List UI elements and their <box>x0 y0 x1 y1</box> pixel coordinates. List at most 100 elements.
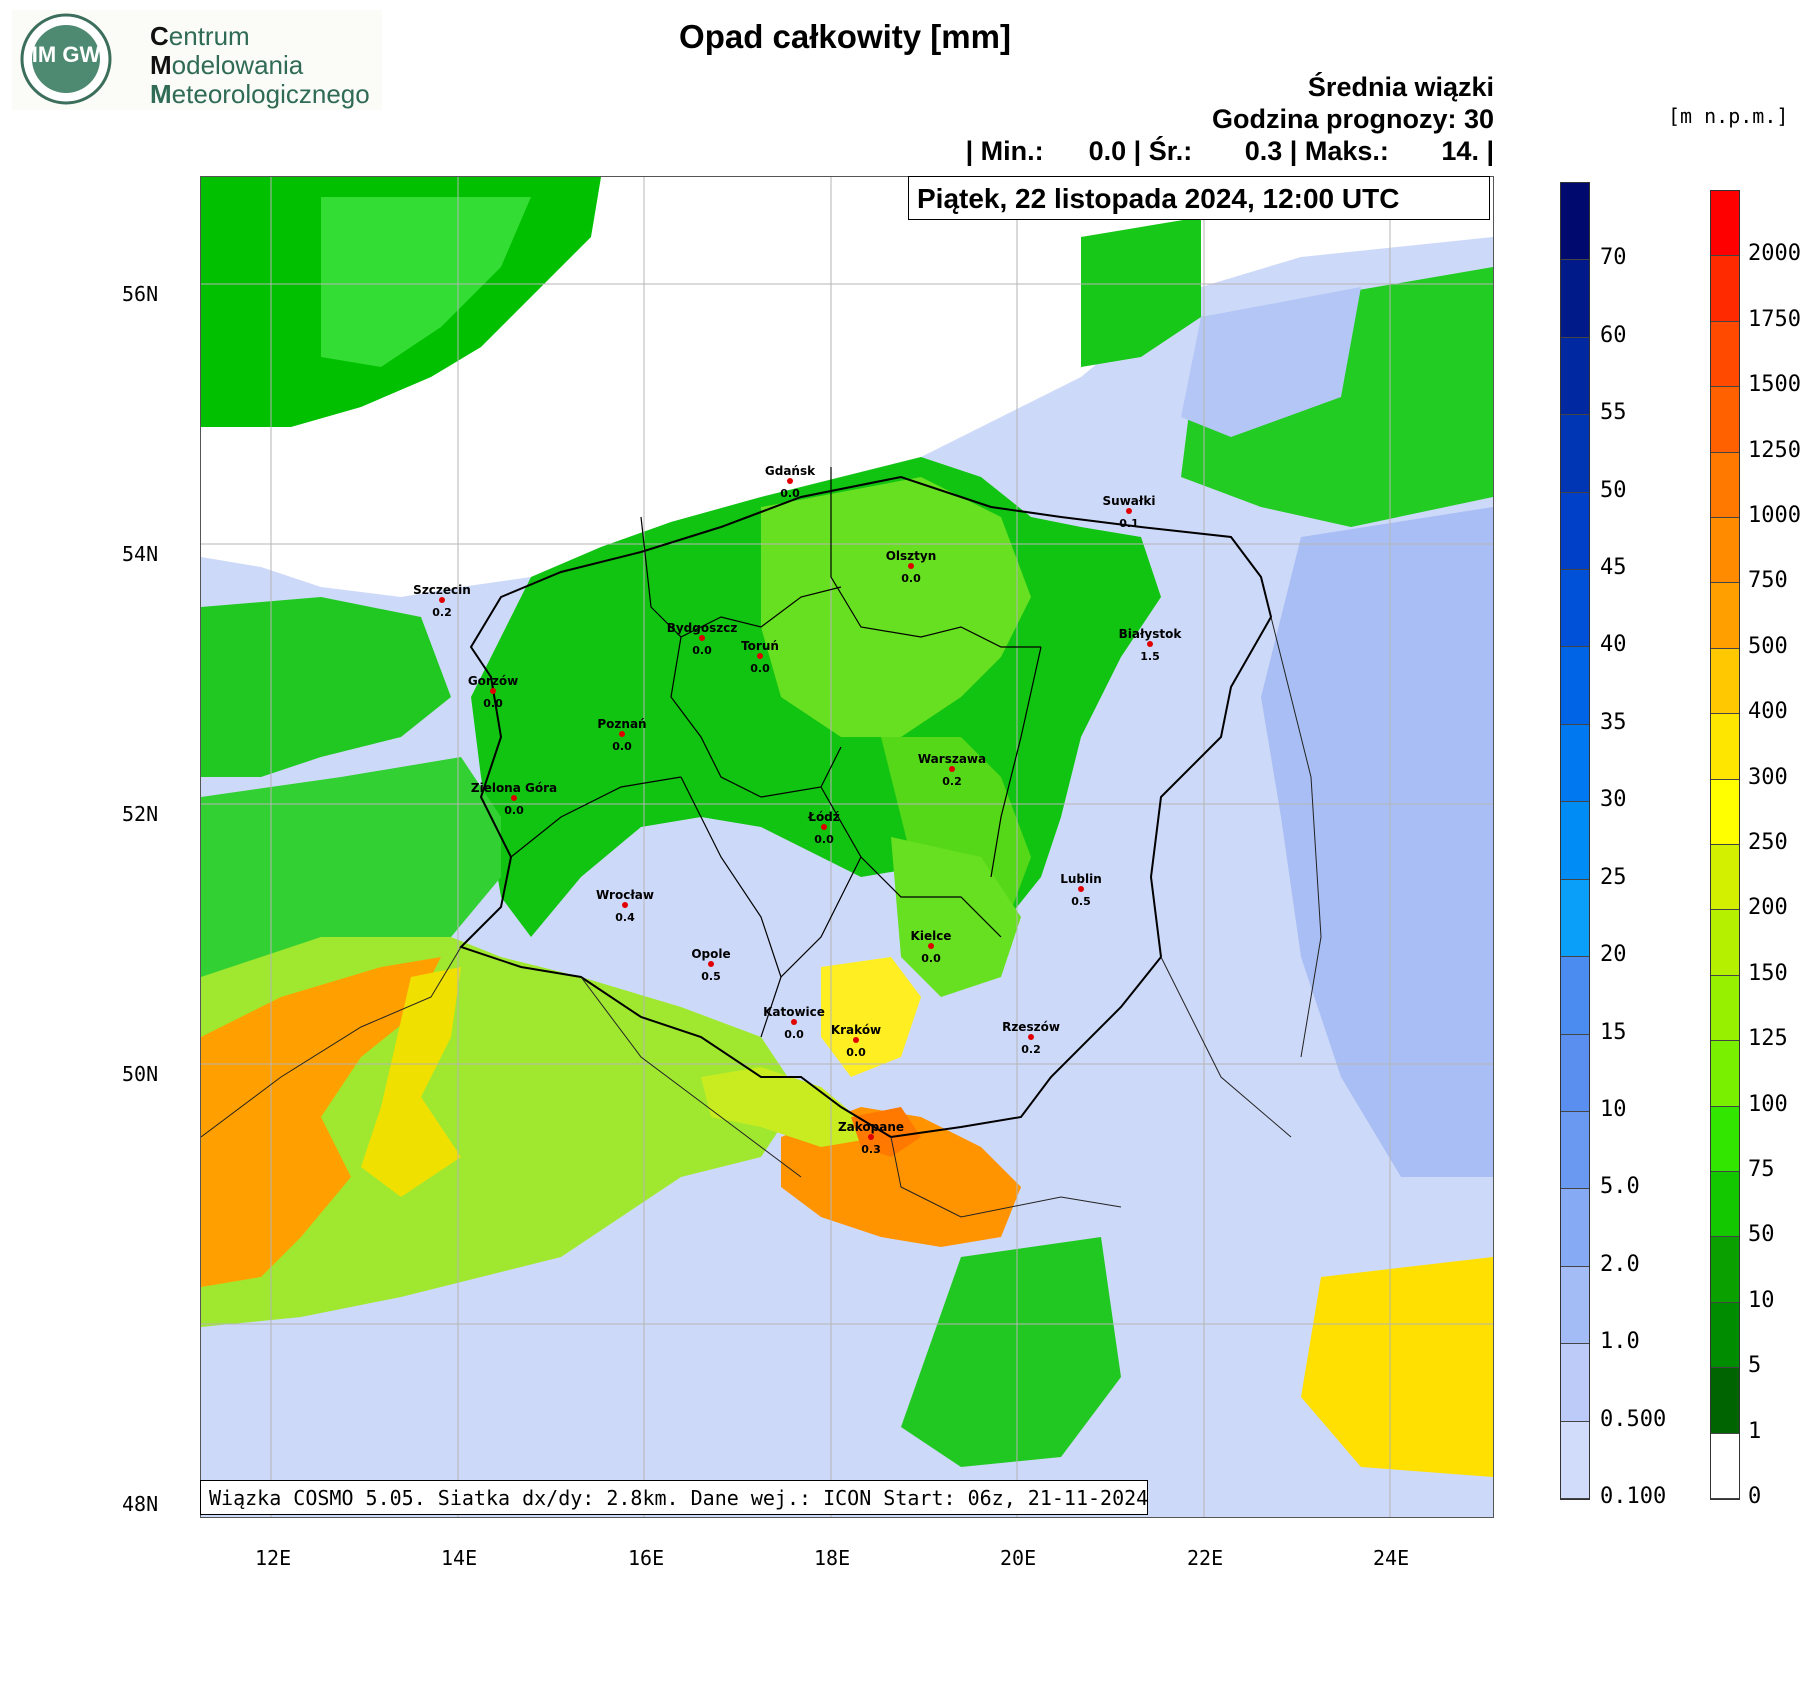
city-name: Kraków <box>831 1023 881 1037</box>
precip-scale-label: 50 <box>1600 477 1627 503</box>
city-dot <box>908 563 914 569</box>
height-scale-label: 200 <box>1748 895 1788 921</box>
precip-scale-label: 1.0 <box>1600 1329 1640 1355</box>
precip-scale-segment <box>1561 647 1589 725</box>
lithuania-light <box>1181 287 1361 437</box>
other-borders <box>201 616 1322 1218</box>
city-dot <box>622 902 628 908</box>
city-precip-value: 0.0 <box>814 833 834 846</box>
city-name: Gdańsk <box>765 464 816 478</box>
precip-scale-label: 70 <box>1600 245 1627 271</box>
height-scale-segment <box>1711 1302 1739 1369</box>
city-precip-value: 0.4 <box>615 911 635 924</box>
precip-scale-label: 2.0 <box>1600 1251 1640 1277</box>
height-scale-label: 1 <box>1748 1418 1762 1444</box>
city-precip-value: 0.0 <box>780 487 800 500</box>
city-dot <box>853 1037 859 1043</box>
city-precip-value: 0.0 <box>901 572 921 585</box>
logo-line3-rest: eteorologicznego <box>171 79 370 109</box>
precipitation-colorbar <box>1560 182 1590 1500</box>
city-precip-value: 0.2 <box>432 606 452 619</box>
precip-scale-segment <box>1561 1266 1589 1345</box>
height-scale-segment <box>1711 387 1739 453</box>
city-dot <box>1028 1034 1034 1040</box>
city-name: Zielona Góra <box>471 781 557 795</box>
stats-label: | Min.: 0.0 | Śr.: 0.3 | Maks.: 14. | <box>965 136 1494 166</box>
sweden-land-inner <box>321 197 531 367</box>
valid-time-box: Piątek, 22 listopada 2024, 12:00 UTC <box>908 176 1490 220</box>
precip-scale-label: 10 <box>1600 1096 1627 1122</box>
hungary-green <box>901 1237 1121 1467</box>
city-name: Łódź <box>807 810 840 824</box>
height-scale-segment <box>1711 1106 1739 1172</box>
city-name: Poznań <box>597 717 646 731</box>
ukraine-yellow <box>1301 1257 1493 1477</box>
lon-label-12e: 12E <box>255 1546 292 1570</box>
precip-scale-segment <box>1561 337 1589 416</box>
slovakia-yellow <box>701 1067 881 1147</box>
height-scale-label: 400 <box>1748 699 1788 725</box>
height-scale-segment <box>1711 1237 1739 1303</box>
precip-scale-segment <box>1561 183 1589 261</box>
height-scale-label: 100 <box>1748 1091 1788 1117</box>
height-scale-label: 1250 <box>1748 437 1800 463</box>
city-name: Bydgoszcz <box>667 621 738 635</box>
city-precip-value: 0.0 <box>612 740 632 753</box>
precip-scale-segment <box>1561 802 1589 880</box>
height-scale-segment <box>1711 1368 1739 1434</box>
precip-scale-label: 5.0 <box>1600 1174 1640 1200</box>
west-germany-green <box>201 597 451 777</box>
city-dot <box>619 731 625 737</box>
height-scale-label: 150 <box>1748 960 1788 986</box>
height-scale-label: 250 <box>1748 830 1788 855</box>
precip-scale-segment <box>1561 492 1589 571</box>
city-precip-value: 0.5 <box>701 970 721 983</box>
city-name: Warszawa <box>918 752 986 766</box>
silesia-yellow <box>821 957 921 1077</box>
central-poland-light-green <box>761 477 1031 737</box>
precip-scale-label: 60 <box>1600 322 1627 348</box>
city-name: Opole <box>691 947 730 961</box>
city-precip-value: 0.1 <box>1119 517 1139 530</box>
city-name: Białystok <box>1119 627 1183 641</box>
city-precip-value: 0.0 <box>750 662 770 675</box>
height-scale-segment <box>1711 452 1739 518</box>
precip-scale-label: 0.500 <box>1600 1406 1667 1432</box>
city-name: Toruń <box>741 639 779 653</box>
city-dot <box>1078 886 1084 892</box>
south-yellow-band <box>361 967 461 1197</box>
lat-label-54n: 54N <box>122 542 159 566</box>
lat-label-48n: 48N <box>122 1492 159 1516</box>
city-dot <box>1147 641 1153 647</box>
city-dot <box>949 766 955 772</box>
height-scale-label: 125 <box>1748 1026 1788 1052</box>
height-scale-label: 2000 <box>1748 241 1800 267</box>
city-dot <box>928 943 934 949</box>
height-scale-segment <box>1711 779 1739 845</box>
lon-label-24e: 24E <box>1373 1546 1410 1570</box>
city-dot <box>868 1134 874 1140</box>
city-name: Lublin <box>1060 872 1102 886</box>
height-scale-segment <box>1711 321 1739 388</box>
height-scale-label: 1500 <box>1748 372 1800 398</box>
city-precip-value: 0.5 <box>1071 895 1091 908</box>
height-scale-label: 10 <box>1748 1287 1775 1313</box>
height-scale-label: 1750 <box>1748 306 1800 332</box>
precip-scale-segment <box>1561 260 1589 338</box>
city-name: Szczecin <box>413 583 471 597</box>
city-dot <box>821 824 827 830</box>
city-dot <box>511 795 517 801</box>
logo-line1-rest: entrum <box>168 21 250 51</box>
height-scale-segment <box>1711 714 1739 780</box>
precip-scale-label: 55 <box>1600 400 1627 426</box>
logo-line3-cap: M <box>150 79 172 109</box>
city-precip-value: 0.2 <box>942 775 962 788</box>
precip-scale-label: 0.100 <box>1600 1484 1667 1509</box>
city-name: Rzeszów <box>1002 1020 1060 1034</box>
city-name: Olsztyn <box>886 549 937 563</box>
logo-line2-rest: odelowania <box>171 50 304 80</box>
city-precip-value: 0.0 <box>784 1028 804 1041</box>
precip-scale-segment <box>1561 1111 1589 1190</box>
model-info-box: Wiązka COSMO 5.05. Siatka dx/dy: 2.8km. … <box>200 1480 1148 1515</box>
lat-label-50n: 50N <box>122 1062 159 1086</box>
